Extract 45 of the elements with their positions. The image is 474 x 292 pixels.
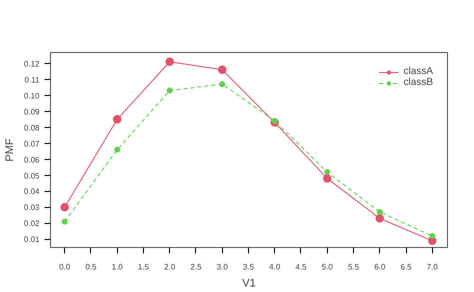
y-tick-label: 0.02 <box>24 219 40 228</box>
y-tick-label: 0.12 <box>24 59 40 68</box>
y-tick-label: 0.04 <box>24 187 40 196</box>
y-tick-label: 0.07 <box>24 139 40 148</box>
y-tick-label: 0.08 <box>24 123 40 132</box>
y-tick-label: 0.01 <box>24 235 40 244</box>
x-tick-label: 2.0 <box>164 262 176 272</box>
x-tick-label: 0.5 <box>85 262 98 272</box>
y-tick-label: 0.11 <box>24 75 40 84</box>
point <box>322 174 332 183</box>
point <box>219 81 226 88</box>
point <box>165 58 174 66</box>
legend-label: classB <box>404 77 433 88</box>
x-tick-label: 6.5 <box>400 262 412 272</box>
point <box>272 118 278 124</box>
x-axis-title: V1 <box>242 278 256 290</box>
point <box>218 66 226 74</box>
y-tick-label: 0.06 <box>24 155 40 164</box>
point <box>324 169 330 176</box>
point <box>62 218 68 225</box>
point <box>60 202 69 212</box>
y-tick-label: 0.03 <box>24 203 40 212</box>
x-tick-label: 2.5 <box>190 262 202 272</box>
x-tick-label: 7.0 <box>426 262 438 272</box>
point <box>376 209 383 216</box>
point <box>429 232 436 239</box>
x-tick-label: 1.0 <box>112 262 124 272</box>
x-tick-label: 1.5 <box>138 262 150 272</box>
x-tick-label: 3.5 <box>242 262 255 272</box>
point <box>166 88 173 94</box>
x-tick-label: 5.5 <box>348 262 360 272</box>
y-axis-title: PMF <box>4 138 16 162</box>
y-tick-label: 0.10 <box>24 91 40 100</box>
legend-label: classA <box>404 66 433 77</box>
point <box>114 146 120 153</box>
x-tick-label: 6.0 <box>374 262 386 272</box>
x-tick-label: 5.0 <box>322 262 334 272</box>
y-tick-label: 0.05 <box>24 171 40 180</box>
y-tick-label: 0.09 <box>24 107 40 116</box>
x-tick-label: 3.0 <box>216 262 228 272</box>
x-tick-label: 4.5 <box>295 262 308 272</box>
point <box>376 214 384 223</box>
x-tick-label: 0.0 <box>59 262 71 272</box>
point <box>112 115 122 124</box>
x-tick-label: 4.0 <box>269 262 281 272</box>
